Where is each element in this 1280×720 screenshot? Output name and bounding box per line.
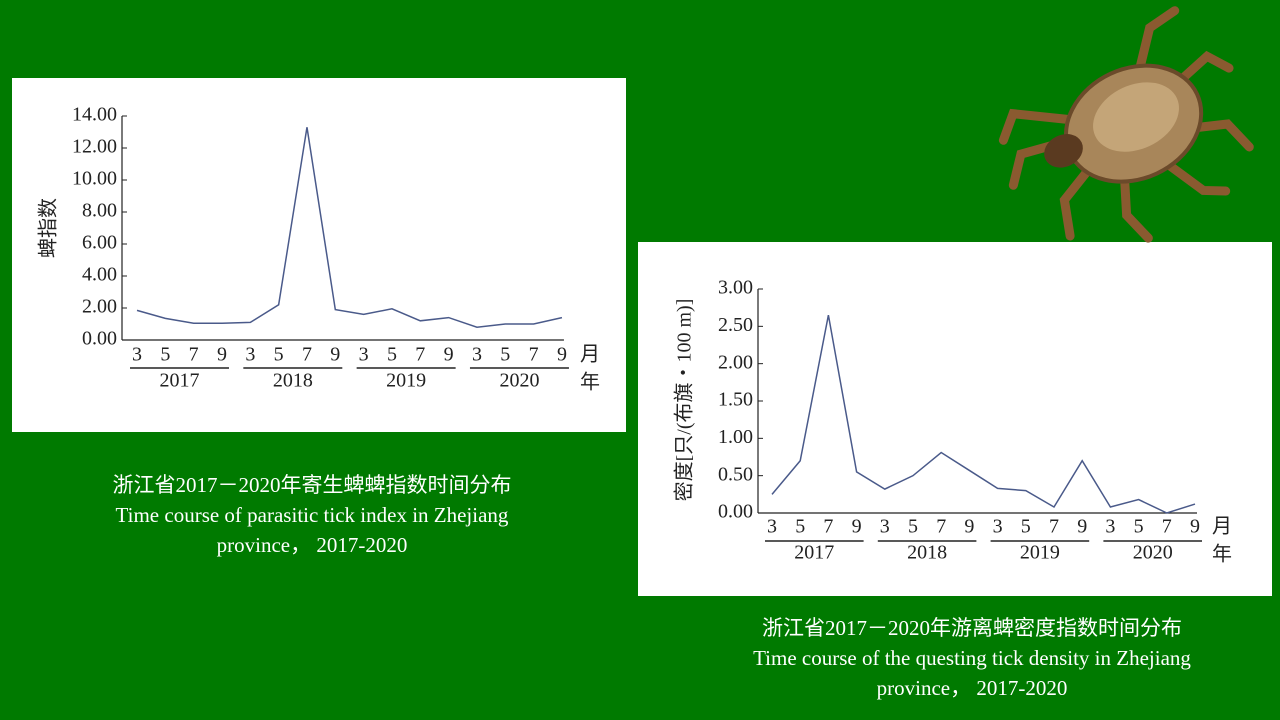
y-tick-label: 0.00 <box>718 501 753 523</box>
x-tick-label: 7 <box>936 516 946 538</box>
y-tick-label: 12.00 <box>72 136 117 158</box>
x-axis-label: 月 <box>1212 516 1232 538</box>
x-axis-label: 月 <box>580 344 600 366</box>
y-tick-label: 3.00 <box>718 277 753 299</box>
data-line <box>771 314 1196 514</box>
y-tick-label: 8.00 <box>82 200 117 222</box>
year-label: 2017 <box>794 542 834 564</box>
y-tick-label: 2.50 <box>718 314 753 336</box>
x-tick-label: 3 <box>472 344 482 366</box>
x-axis-label: 年 <box>580 371 600 394</box>
x-tick-label: 3 <box>245 344 255 366</box>
x-tick-label: 9 <box>444 344 454 366</box>
x-tick-label: 9 <box>557 344 567 366</box>
x-tick-label: 9 <box>330 344 340 366</box>
y-tick-label: 14.00 <box>72 104 117 126</box>
chart-panel <box>12 78 626 432</box>
x-tick-label: 3 <box>767 516 777 538</box>
y-tick-label: 2.00 <box>82 296 117 318</box>
x-tick-label: 9 <box>217 344 227 366</box>
caption-en: Time course of the questing tick density… <box>753 646 1191 700</box>
y-tick-label: 2.00 <box>718 351 753 373</box>
caption-cn: 浙江省2017－2020年寄生蜱蜱指数时间分布 <box>112 473 512 497</box>
x-tick-label: 5 <box>500 344 510 366</box>
y-axis-label: 蜱指数 <box>37 198 60 258</box>
x-tick-label: 5 <box>160 344 170 366</box>
x-tick-label: 3 <box>132 344 142 366</box>
y-tick-label: 10.00 <box>72 168 117 190</box>
caption-cn: 浙江省2017－2020年游离蜱密度指数时间分布 <box>762 616 1182 640</box>
x-tick-label: 7 <box>1049 516 1059 538</box>
x-tick-label: 7 <box>1162 516 1172 538</box>
y-tick-label: 0.00 <box>82 328 117 350</box>
y-tick-label: 1.00 <box>718 426 753 448</box>
caption: 浙江省2017－2020年寄生蜱蜱指数时间分布 Time course of p… <box>72 470 552 560</box>
caption: 浙江省2017－2020年游离蜱密度指数时间分布 Time course of … <box>722 613 1222 703</box>
year-label: 2019 <box>386 370 426 392</box>
year-label: 2019 <box>1020 542 1060 564</box>
x-tick-label: 5 <box>795 516 805 538</box>
x-tick-label: 5 <box>1134 516 1144 538</box>
caption-en: Time course of parasitic tick index in Z… <box>115 503 509 557</box>
chart-panel <box>638 242 1272 596</box>
x-tick-label: 3 <box>359 344 369 366</box>
y-tick-label: 1.50 <box>718 389 753 411</box>
year-label: 2020 <box>1133 542 1173 564</box>
x-tick-label: 5 <box>387 344 397 366</box>
x-tick-label: 9 <box>964 516 974 538</box>
x-tick-label: 3 <box>1105 516 1115 538</box>
x-tick-label: 9 <box>1190 516 1200 538</box>
x-tick-label: 7 <box>302 344 312 366</box>
x-tick-label: 5 <box>908 516 918 538</box>
y-tick-label: 6.00 <box>82 232 117 254</box>
year-label: 2018 <box>273 370 313 392</box>
x-axis-label: 年 <box>1212 543 1232 566</box>
x-tick-label: 3 <box>993 516 1003 538</box>
x-tick-label: 7 <box>415 344 425 366</box>
data-line <box>136 127 563 328</box>
x-tick-label: 5 <box>1021 516 1031 538</box>
tick-illustration <box>998 6 1254 243</box>
year-label: 2020 <box>499 370 539 392</box>
year-label: 2018 <box>907 542 947 564</box>
x-tick-label: 7 <box>529 344 539 366</box>
x-tick-label: 5 <box>274 344 284 366</box>
y-tick-label: 0.50 <box>718 463 753 485</box>
x-tick-label: 9 <box>1077 516 1087 538</box>
y-axis-label: 密度[只/(布旗・100 m)] <box>673 299 696 502</box>
x-tick-label: 7 <box>823 516 833 538</box>
x-tick-label: 9 <box>852 516 862 538</box>
y-tick-label: 4.00 <box>82 264 117 286</box>
year-label: 2017 <box>159 370 199 392</box>
x-tick-label: 7 <box>189 344 199 366</box>
x-tick-label: 3 <box>880 516 890 538</box>
